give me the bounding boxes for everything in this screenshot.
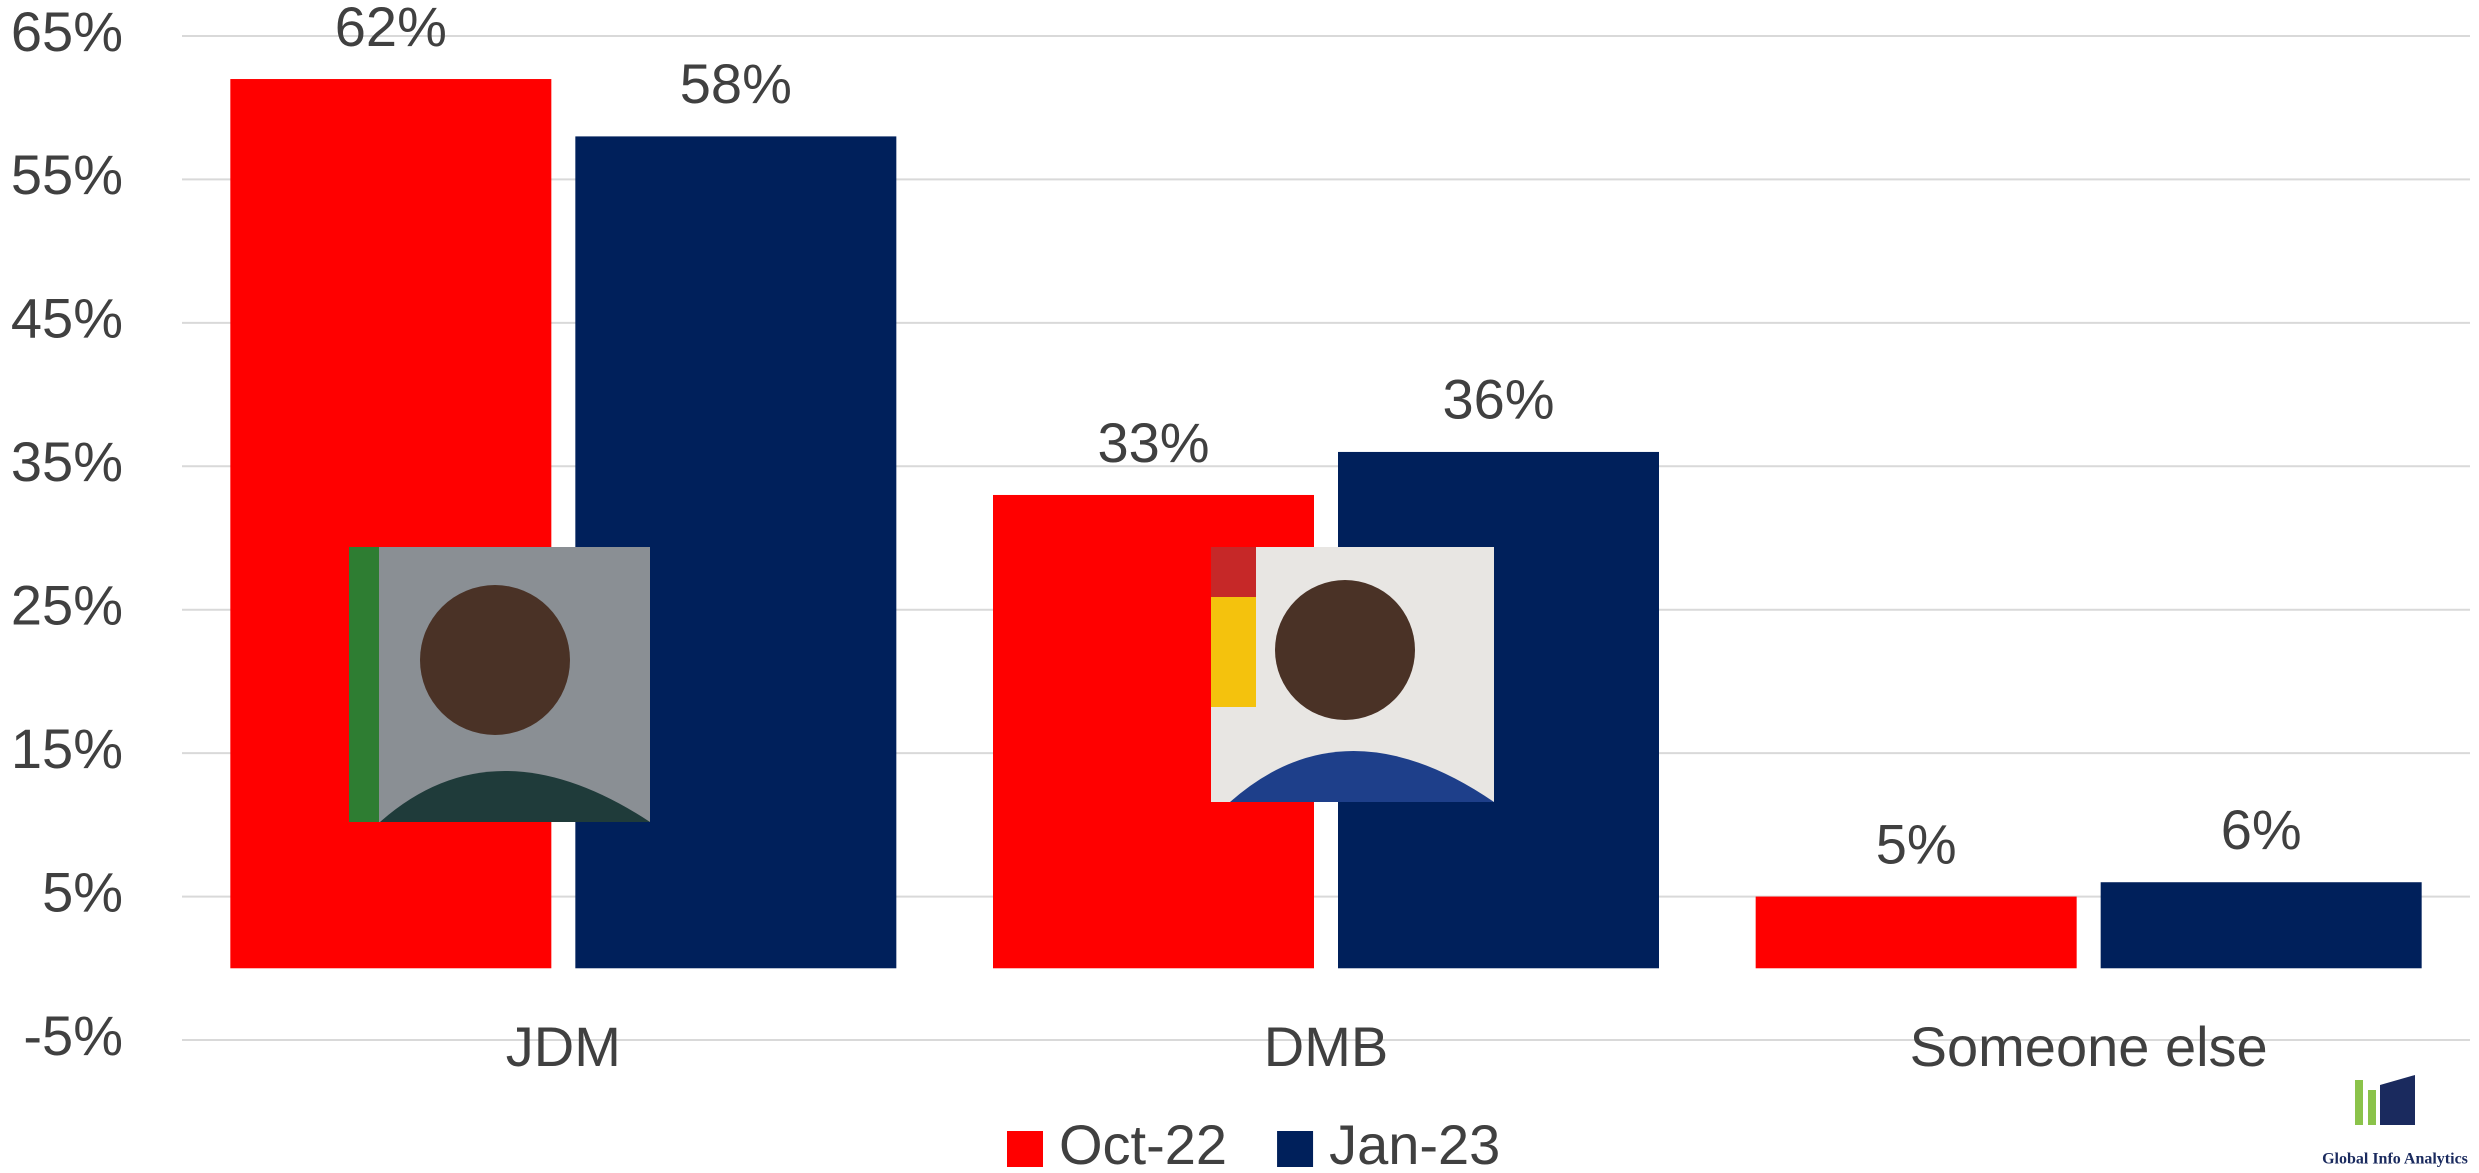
y-tick-label: -5%: [23, 1004, 123, 1067]
photos: [349, 547, 1494, 822]
flag-strip: [349, 547, 379, 822]
data-label: 6%: [2221, 798, 2302, 861]
data-label: 36%: [1442, 368, 1554, 431]
photo-face: [1275, 580, 1415, 720]
data-label: 58%: [680, 52, 792, 115]
logo-bar: [2368, 1090, 2376, 1125]
x-tick-label: DMB: [1264, 1015, 1388, 1078]
flag-strip: [1211, 547, 1256, 597]
legend-swatch: [1277, 1131, 1313, 1167]
y-tick-label: 5%: [42, 860, 123, 923]
y-tick-label: 15%: [11, 717, 123, 780]
legend-label: Jan-23: [1329, 1113, 1500, 1173]
y-tick-label: 65%: [11, 0, 123, 63]
y-tick-label: 25%: [11, 574, 123, 637]
photo-face: [420, 585, 570, 735]
y-tick-label: 35%: [11, 430, 123, 493]
x-tick-label: JDM: [506, 1015, 621, 1078]
y-tick-label: 55%: [11, 143, 123, 206]
y-tick-label: 45%: [11, 287, 123, 350]
logo-bar: [2355, 1080, 2363, 1125]
bar: [230, 79, 551, 968]
x-tick-label: Someone else: [1910, 1015, 2268, 1078]
legend-swatch: [1007, 1131, 1043, 1167]
data-label: 5%: [1876, 812, 1957, 875]
logo: Global Info Analytics: [2322, 1075, 2468, 1168]
data-label: 33%: [1097, 411, 1209, 474]
chart: Global Info Analytics -5% 5% 15% 25% 35% 45% 5…: [0, 0, 2479, 1173]
bar: [2101, 882, 2422, 968]
logo-shape: [2380, 1075, 2415, 1125]
bar: [1756, 897, 2077, 969]
data-label: 62%: [335, 0, 447, 58]
legend-label: Oct-22: [1059, 1113, 1227, 1173]
logo-text: Global Info Analytics: [2322, 1151, 2468, 1168]
